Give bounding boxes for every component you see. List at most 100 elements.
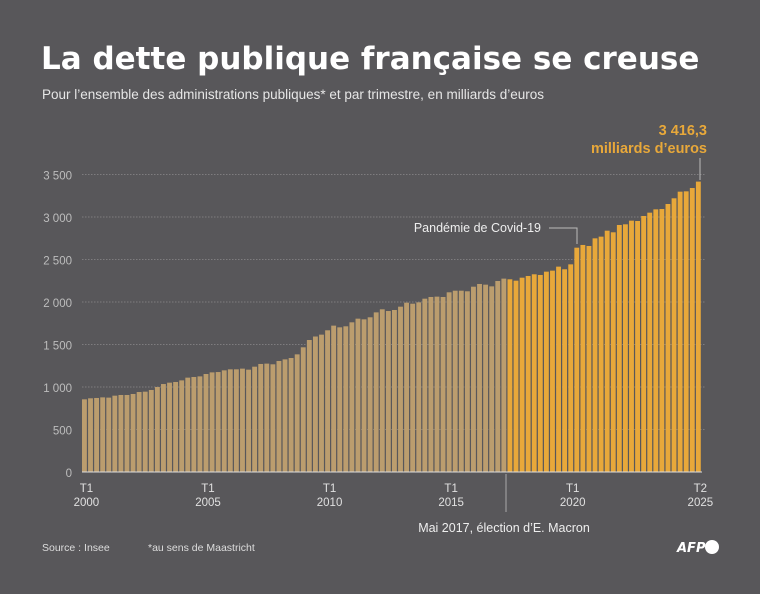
bar [519,277,525,472]
bar [458,290,464,472]
x-tick-year: 2020 [560,497,586,509]
bar [112,395,118,472]
bar [312,336,318,472]
bar [367,317,373,472]
bar [580,244,586,472]
bar [185,377,191,472]
bar [537,274,543,472]
x-tick-year: 2025 [688,497,714,509]
bar [288,358,294,472]
x-tick-year: 2000 [74,497,100,509]
bar [452,290,458,472]
bar [82,399,87,472]
bar [677,191,683,473]
bar [294,354,300,472]
bar [197,376,203,472]
bar [349,322,355,472]
bar [154,387,160,472]
bar [446,292,452,472]
bar [179,380,185,472]
footnote: *au sens de Maastricht [148,542,255,554]
x-tick-quarter: T1 [201,483,214,495]
bar [136,392,142,472]
y-tick-label: 3 000 [43,213,72,225]
bar [300,347,306,472]
bar [337,327,343,472]
bar [683,191,689,472]
y-tick-label: 1 500 [43,341,72,353]
last-value-unit: milliards d’euros [591,141,707,157]
bar [665,203,671,472]
bar [622,224,628,472]
bar [689,188,695,472]
bar [416,302,422,472]
y-tick-label: 0 [66,468,72,480]
bar [568,264,574,472]
bar [142,391,148,472]
x-tick-quarter: T1 [444,483,457,495]
y-tick-label: 1 000 [43,383,72,395]
bar [398,306,403,472]
bar [215,372,221,472]
bar [550,270,555,472]
bar [610,232,616,472]
bar [489,286,495,472]
bar [513,280,519,472]
bar [173,381,179,472]
bar [385,311,391,472]
y-tick-label: 3 500 [43,171,72,183]
bar [319,334,324,472]
bar [130,393,136,472]
bar [276,360,282,472]
x-tick-quarter: T1 [323,483,336,495]
bar [379,309,385,472]
bar [118,394,124,472]
bar [525,275,531,472]
bar [124,394,130,472]
bar [531,274,537,472]
macron-annotation: Mai 2017, élection d’E. Macron [418,521,590,535]
bar [440,296,446,472]
bar [94,397,100,472]
bar [343,326,349,472]
last-value-label: 3 416,3 [659,123,707,139]
bar [209,372,215,472]
bar [306,339,312,472]
bar [671,198,677,473]
bar [361,319,367,472]
bar [233,369,239,472]
bar [574,247,580,472]
bar [221,370,227,472]
bar [629,220,634,472]
bar [428,296,434,472]
bar [556,266,561,472]
bar [653,209,659,472]
bar [647,212,653,473]
bar [635,220,640,472]
bar [483,284,489,472]
afp-logo-text: AFP [676,541,706,556]
bar [282,359,288,472]
source-note: Source : Insee [42,542,110,554]
bar [477,283,482,472]
bar [659,209,665,472]
bar [543,271,549,472]
bar [148,389,154,472]
bar [355,318,361,472]
bar [404,302,410,472]
bar [373,312,379,472]
x-tick-quarter: T1 [80,483,93,495]
bar [410,303,416,472]
x-tick-year: 2005 [195,497,221,509]
y-tick-label: 2 000 [43,298,72,310]
bar [604,230,610,472]
bar [325,330,330,472]
bar [616,224,622,472]
bar [471,286,476,472]
bar [264,363,270,472]
bar [270,364,276,472]
bar [501,278,507,472]
bar [240,368,245,472]
bar [392,309,397,472]
